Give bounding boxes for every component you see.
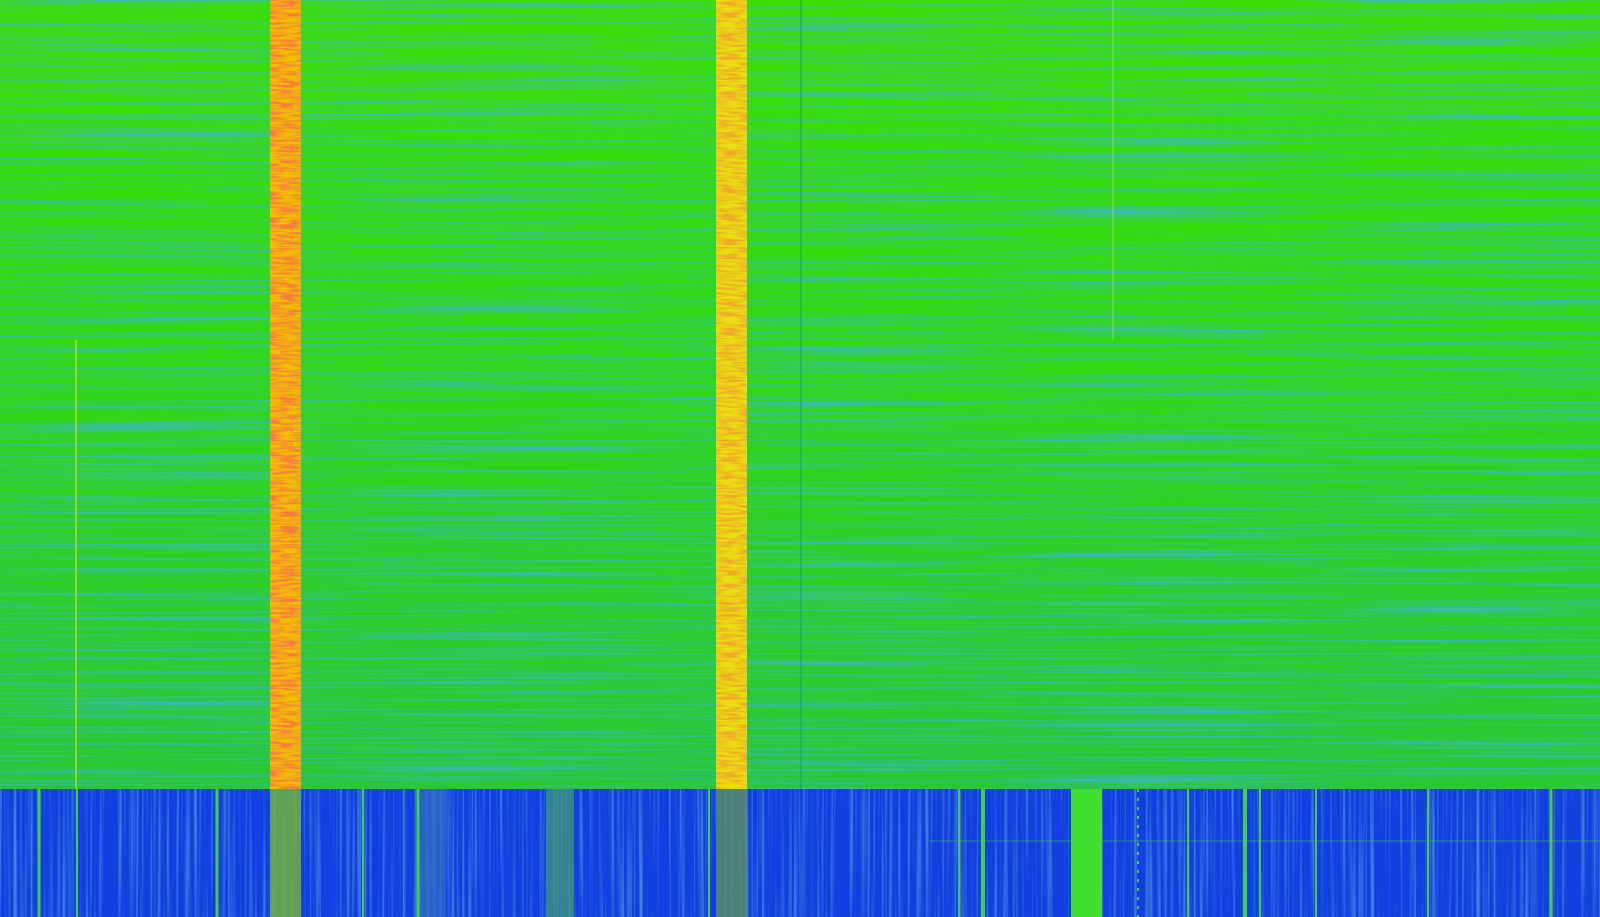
signal-band-texture — [270, 0, 301, 789]
lower-signals — [37, 789, 1600, 917]
lower-band — [1071, 789, 1102, 917]
lower-band — [546, 789, 574, 917]
vertical-noise — [0, 789, 1600, 917]
lower-band — [420, 789, 446, 917]
signal-band-texture — [716, 0, 747, 789]
noise-streaks — [0, 0, 1600, 789]
lower-band — [716, 789, 747, 917]
lower-band — [270, 789, 301, 917]
